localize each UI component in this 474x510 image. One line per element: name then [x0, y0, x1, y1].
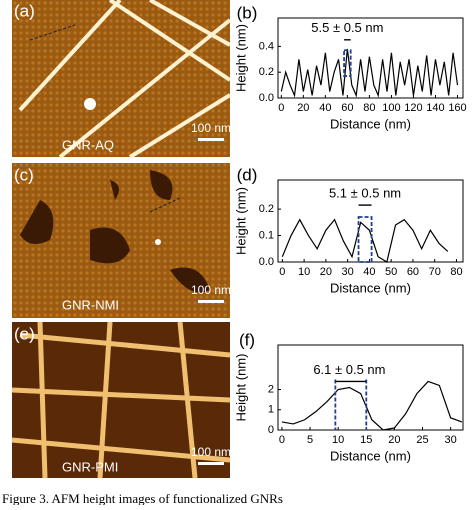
- image-label: (e): [14, 324, 35, 343]
- x-tick-label: 25: [416, 434, 428, 446]
- highlight-box: [343, 49, 352, 77]
- x-tick-label: 40: [319, 102, 331, 114]
- plot-frame: [277, 179, 464, 263]
- y-axis-title: Height (nm): [233, 24, 248, 92]
- panel-label: (d): [237, 165, 258, 184]
- scale-bar-label: 100 nm: [191, 445, 231, 459]
- x-tick-label: 0: [278, 102, 284, 114]
- x-tick-label: 10: [332, 434, 344, 446]
- y-axis-title: Height (nm): [233, 354, 248, 422]
- y-tick-label: 0.1: [259, 229, 274, 241]
- afm-image-e: [11, 321, 231, 479]
- profile-line: [281, 218, 449, 263]
- x-tick-label: 50: [385, 266, 397, 278]
- y-tick-label: 0.2: [259, 203, 274, 215]
- x-axis-title: Distance (nm): [330, 280, 411, 295]
- annotation: 6.1 ± 0.5 nm: [313, 362, 385, 377]
- x-tick-label: 20: [320, 266, 332, 278]
- plot-frame: [277, 344, 464, 431]
- x-tick-label: 5: [307, 434, 313, 446]
- annotation: 5.1 ± 0.5 nm: [329, 186, 401, 201]
- image-name: GNR-PMI: [62, 459, 118, 474]
- profile-line: [280, 48, 459, 98]
- afm-image-a: [12, 0, 232, 159]
- x-axis-title: Distance (nm): [330, 448, 411, 463]
- x-tick-label: 80: [450, 266, 462, 278]
- x-tick-label: 15: [360, 434, 372, 446]
- y-tick-label: 0.2: [259, 66, 274, 78]
- x-tick-label: 60: [407, 266, 419, 278]
- y-axis-title: Height (nm): [233, 187, 248, 255]
- x-tick-label: 70: [429, 266, 441, 278]
- y-tick-label: 0.0: [259, 92, 274, 104]
- x-tick-label: 160: [448, 102, 466, 114]
- caption: Figure 3. AFM height images of functiona…: [2, 491, 283, 505]
- x-tick-label: 140: [426, 102, 444, 114]
- annotation: 5.5 ± 0.5 nm: [311, 20, 383, 35]
- x-tick-label: 120: [404, 102, 422, 114]
- y-tick-label: 1: [268, 404, 274, 416]
- x-tick-label: 30: [342, 266, 354, 278]
- y-tick-label: 0.0: [259, 256, 274, 268]
- y-tick-label: 0.4: [259, 40, 274, 52]
- x-tick-label: 30: [445, 434, 457, 446]
- x-tick-label: 100: [382, 102, 400, 114]
- x-tick-label: 20: [388, 434, 400, 446]
- afm-image-c: [12, 163, 230, 318]
- image-name: GNR-AQ: [62, 137, 114, 152]
- x-tick-label: 60: [341, 102, 353, 114]
- y-tick-label: 0: [268, 424, 274, 436]
- scale-bar-label: 100 nm: [191, 121, 231, 135]
- panel-label: (f): [239, 330, 255, 349]
- x-tick-label: 80: [363, 102, 375, 114]
- scale-bar-label: 100 nm: [191, 283, 231, 297]
- x-tick-label: 0: [279, 266, 285, 278]
- x-tick-label: 10: [298, 266, 310, 278]
- x-tick-label: 20: [297, 102, 309, 114]
- image-label: (c): [14, 165, 34, 184]
- image-label: (a): [14, 1, 35, 20]
- image-name: GNR-NMI: [62, 297, 119, 312]
- plot-frame: [277, 17, 464, 99]
- x-tick-label: 0: [279, 434, 285, 446]
- profile-line: [281, 380, 463, 431]
- x-tick-label: 40: [363, 266, 375, 278]
- y-tick-label: 2: [268, 383, 274, 395]
- x-axis-title: Distance (nm): [330, 116, 411, 131]
- panel-label: (b): [237, 3, 258, 22]
- highlight-box: [357, 216, 373, 263]
